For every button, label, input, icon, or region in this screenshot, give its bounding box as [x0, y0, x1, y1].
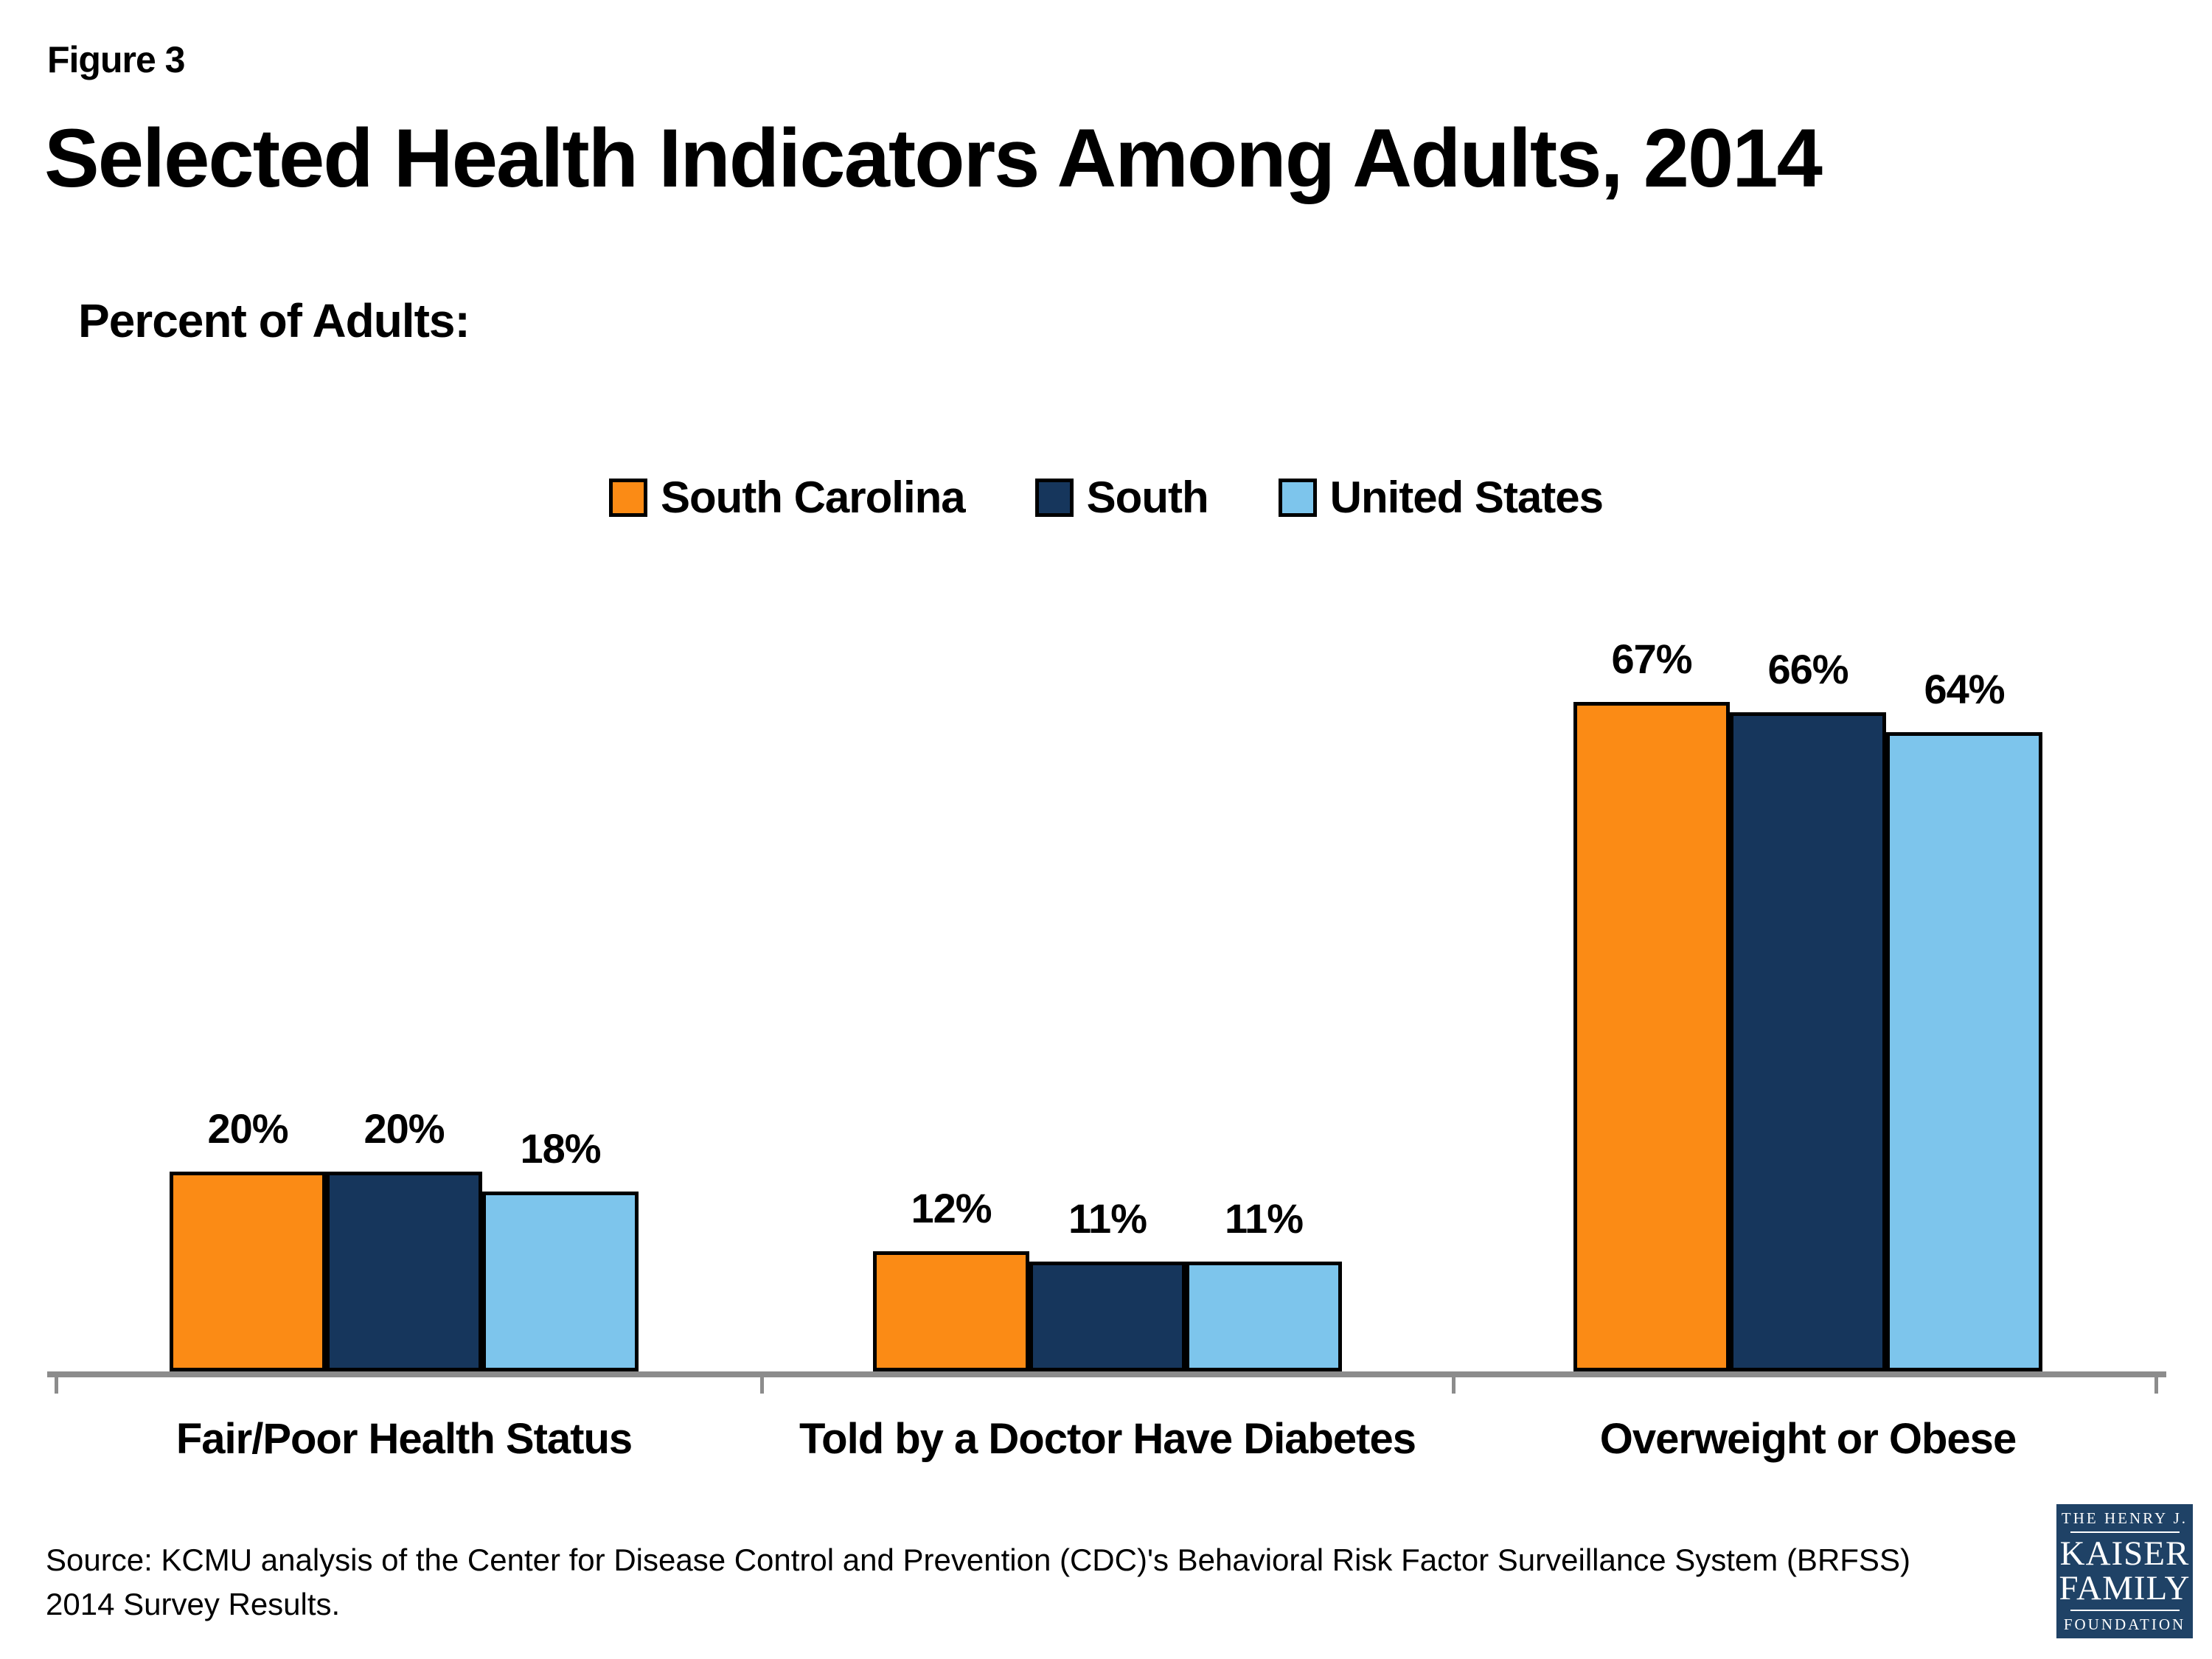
bar-value-label: 64% [1924, 666, 2005, 712]
page-title: Selected Health Indicators Among Adults,… [44, 112, 1823, 204]
logo-text-foundation: FOUNDATION [2063, 1615, 2186, 1633]
category-label-3: Overweight or Obese [1599, 1415, 2017, 1463]
axis-tick [760, 1377, 764, 1394]
legend-item-south: South [1034, 472, 1209, 523]
bar-south-1 [326, 1172, 482, 1371]
logo-divider [2070, 1610, 2180, 1611]
legend-swatch [1034, 478, 1074, 517]
bar-united-states-1 [482, 1192, 639, 1371]
category-label-1: Fair/Poor Health Status [175, 1415, 633, 1463]
bar-value-label: 12% [911, 1185, 992, 1231]
bar-south-carolina-2 [873, 1251, 1029, 1371]
logo-text-kaiser: KAISER [2059, 1534, 2190, 1573]
bar-value-label: 20% [364, 1105, 445, 1152]
axis-tick [55, 1377, 58, 1394]
category-label-2: Told by a Doctor Have Diabetes [799, 1415, 1416, 1463]
bar-value-label: 11% [1225, 1195, 1304, 1242]
bar-south-3 [1730, 712, 1886, 1371]
logo-divider [2070, 1531, 2180, 1533]
legend-item-united-states: United States [1278, 472, 1604, 523]
source-line-2: 2014 Survey Results. [46, 1587, 341, 1621]
x-axis-line [47, 1371, 2166, 1377]
axis-tick [2154, 1377, 2158, 1394]
legend-label: United States [1329, 473, 1604, 522]
bar-south-carolina-1 [170, 1172, 326, 1371]
legend-label: South Carolina [660, 473, 966, 522]
source-line-1: Source: KCMU analysis of the Center for … [46, 1543, 1910, 1577]
bar-value-label: 67% [1611, 636, 1692, 682]
legend-swatch [608, 478, 647, 517]
bar-south-carolina-3 [1573, 702, 1730, 1371]
bar-united-states-3 [1886, 732, 2042, 1371]
legend-label: South [1086, 473, 1209, 522]
legend-swatch [1278, 478, 1317, 517]
bar-value-label: 18% [520, 1125, 601, 1172]
bar-value-label: 20% [207, 1105, 288, 1152]
logo-text-top: THE HENRY J. [2061, 1509, 2188, 1527]
axis-unit-label: Percent of Adults: [78, 294, 470, 347]
axis-tick [1452, 1377, 1455, 1394]
bar-value-label: 11% [1068, 1195, 1147, 1242]
bar-value-label: 66% [1767, 646, 1848, 692]
kaiser-family-foundation-logo: THE HENRY J. KAISER FAMILY FOUNDATION [2056, 1504, 2193, 1638]
plot-area: 20% 20% 18% 12% 11% 11% 67% 66% 64% [56, 575, 2158, 1371]
logo-text-family: FAMILY [2059, 1569, 2191, 1607]
bar-south-2 [1029, 1262, 1186, 1371]
legend: South Carolina South United States [0, 472, 2212, 523]
source-note: Source: KCMU analysis of the Center for … [46, 1538, 2022, 1627]
legend-item-south-carolina: South Carolina [608, 472, 966, 523]
bar-united-states-2 [1186, 1262, 1342, 1371]
figure-label: Figure 3 [47, 39, 185, 80]
